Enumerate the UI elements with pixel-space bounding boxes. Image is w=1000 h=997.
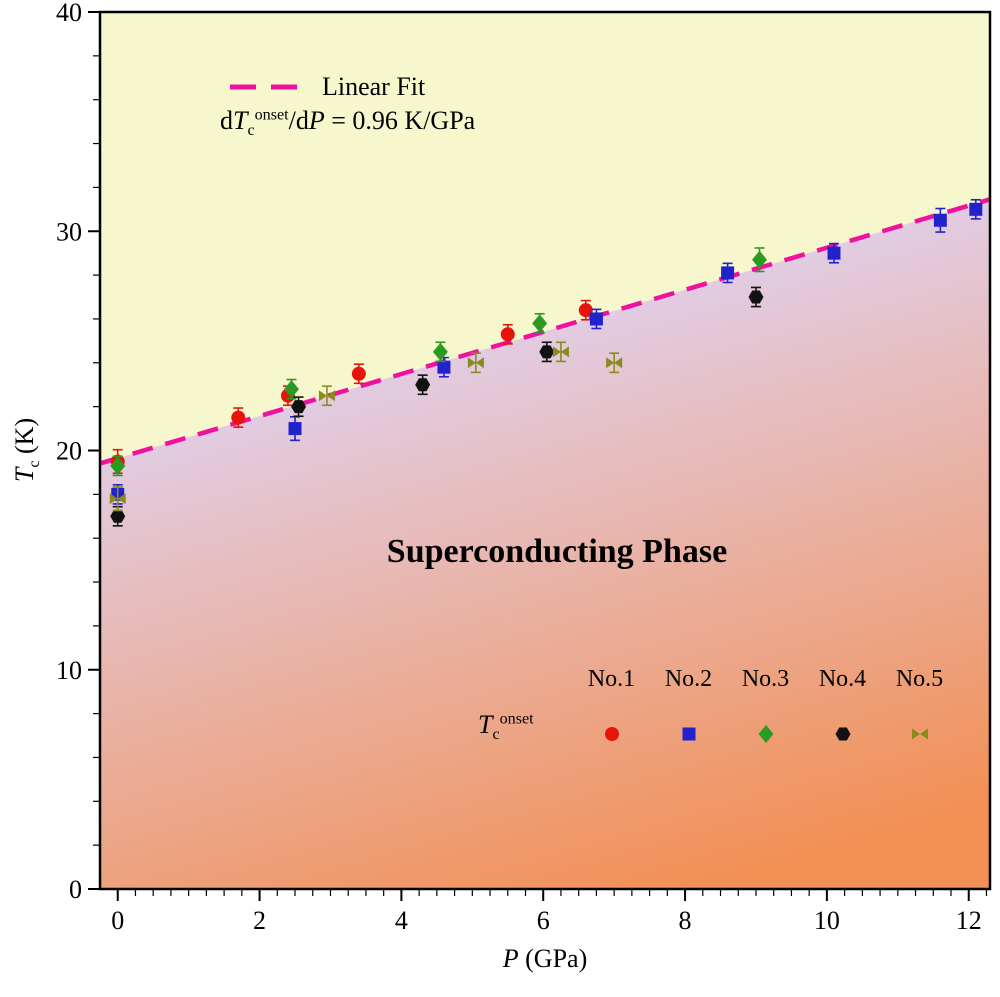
hexagon-marker [539, 345, 555, 359]
data-series [109, 198, 983, 527]
linear-fit-dash-icon [230, 84, 304, 90]
plot-background [100, 12, 990, 890]
y-tick-label: 10 [56, 656, 82, 685]
fit-equation: dTconset/dP = 0.96 K/GPa [220, 106, 476, 140]
y-tick-label: 40 [56, 0, 82, 27]
series-legend-markers [573, 720, 958, 748]
bowtie-marker [318, 390, 335, 402]
square-marker [682, 727, 695, 741]
hexagon-marker [835, 727, 850, 741]
square-marker [969, 202, 983, 216]
y-tick-label: 0 [69, 875, 82, 904]
x-tick-label: 4 [395, 906, 408, 935]
phase-label: Superconducting Phase [386, 533, 728, 570]
square-marker [437, 360, 451, 374]
x-tick-label: 10 [814, 906, 840, 935]
legend-marker-5 [881, 720, 958, 748]
series-no3 [110, 247, 768, 477]
diamond-legend-icon [758, 725, 773, 743]
x-tick-label: 12 [956, 906, 982, 935]
linear-fit-line [99, 197, 991, 466]
legend-name-2: No.2 [664, 666, 713, 692]
diamond-marker [110, 456, 126, 475]
diamond-marker [532, 314, 548, 333]
legend-marker-2 [650, 720, 727, 748]
square-marker [288, 422, 302, 436]
bowtie-marker [109, 493, 126, 505]
x-tick-label: 6 [537, 906, 550, 935]
series-legend-names: No.1 No.2 No.3 No.4 No.5 [573, 666, 958, 693]
bowtie-marker [552, 346, 569, 358]
hexagon-marker [110, 509, 126, 523]
legend-marker-4 [804, 720, 881, 748]
circle-marker [351, 366, 366, 381]
bowtie-marker [911, 728, 928, 740]
square-marker [933, 213, 947, 227]
square-legend-icon [682, 727, 695, 741]
hexagon-marker [748, 290, 764, 304]
hexagon-marker [291, 400, 307, 414]
legend-name-4: No.4 [818, 666, 867, 692]
legend-tc-onset-label: Tconset [478, 710, 534, 744]
linear-fit-label: Linear Fit [322, 72, 426, 101]
fit-legend: Linear Fit [228, 72, 425, 102]
diamond-marker [752, 250, 768, 269]
superconducting-region [100, 199, 990, 890]
y-tick-label: 30 [56, 217, 82, 246]
legend-marker-3 [727, 720, 804, 748]
legend-marker-1 [573, 720, 650, 748]
hexagon-marker [415, 378, 431, 392]
series-no5 [109, 341, 623, 512]
diamond-marker [758, 725, 773, 743]
circle-marker [578, 303, 593, 318]
square-marker [827, 246, 841, 260]
bowtie-marker [606, 357, 623, 369]
circle-marker [231, 410, 246, 425]
diamond-marker [432, 342, 448, 361]
square-marker [721, 266, 735, 280]
square-marker [589, 312, 603, 326]
x-tick-label: 8 [679, 906, 692, 935]
axes-ticks: 0 2 4 6 8 10 12 0 10 20 30 40 [56, 0, 988, 935]
diamond-marker [283, 380, 299, 399]
y-axis-label: Tc (K) [9, 417, 44, 483]
bowtie-legend-icon [911, 728, 928, 740]
hexagon-legend-icon [835, 727, 850, 741]
circle-marker [500, 327, 515, 342]
x-axis-label: P (GPa) [502, 944, 588, 973]
legend-name-3: No.3 [741, 666, 790, 692]
y-tick-label: 20 [56, 437, 82, 466]
x-tick-label: 2 [253, 906, 266, 935]
x-tick-label: 0 [111, 906, 124, 935]
legend-name-5: No.5 [895, 666, 944, 692]
circle-legend-icon [604, 727, 619, 741]
circle-marker [604, 727, 619, 741]
bowtie-marker [467, 357, 484, 369]
legend-name-1: No.1 [587, 666, 636, 692]
